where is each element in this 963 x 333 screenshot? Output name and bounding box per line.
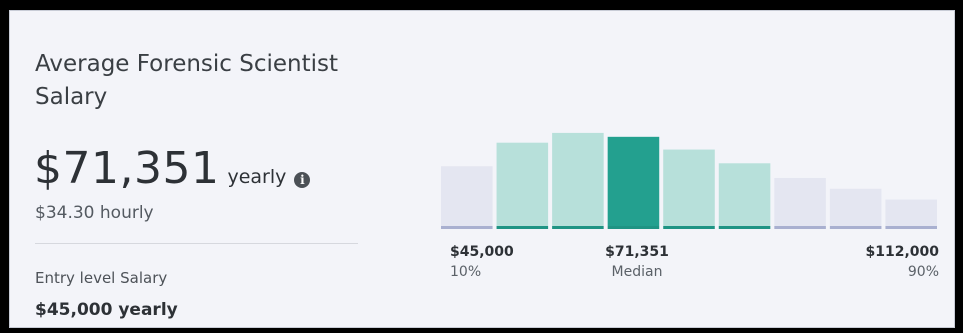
histogram-bar-9 [885,199,937,226]
histogram-baseline-4 [607,226,660,229]
histogram-bar-5 [663,149,715,226]
histogram-bar-1 [441,166,493,226]
histogram-baseline-9 [885,226,937,229]
salary-distribution-chart [439,122,939,232]
histogram-bar-6 [718,163,771,226]
histogram-baseline-6 [718,226,771,229]
divider [35,243,358,244]
marker-high-percentile: 90% [907,264,939,280]
salary-amount: $71,351 [34,143,220,194]
histogram-bar-2 [496,142,549,226]
entry-level-label: Entry level Salary [35,269,168,287]
marker-low-percentile: 10% [450,264,482,280]
info-icon[interactable]: i [294,172,311,188]
histogram-baseline-1 [441,226,493,229]
histogram-baseline-8 [829,226,882,229]
marker-high: $112,000 90% [838,244,939,280]
histogram-bar-8 [829,188,882,226]
marker-median-percentile: Median [611,264,663,280]
histogram-bar-4 [607,136,660,226]
salary-unit: yearly [227,166,287,188]
histogram-baseline-3 [552,226,604,229]
salary-card: Average Forensic Scientist Salary $71,35… [9,10,955,328]
histogram-bar-3 [552,132,604,226]
average-salary: $71,351 yearly i [34,143,311,194]
histogram-baseline-7 [774,226,826,229]
entry-level-value: $45,000 yearly [35,300,178,320]
hourly-salary: $34.30 hourly [35,203,154,223]
histogram-baseline-2 [496,226,549,229]
histogram-bar-7 [774,177,826,226]
marker-low-value: $45,000 [450,244,514,260]
marker-median: $71,351 Median [592,244,682,280]
marker-high-value: $112,000 [865,244,939,260]
marker-median-value: $71,351 [605,244,669,260]
marker-low: $45,000 10% [450,244,514,280]
card-title: Average Forensic Scientist Salary [35,51,339,110]
salary-histogram [441,132,937,229]
histogram-baseline-5 [663,226,715,229]
